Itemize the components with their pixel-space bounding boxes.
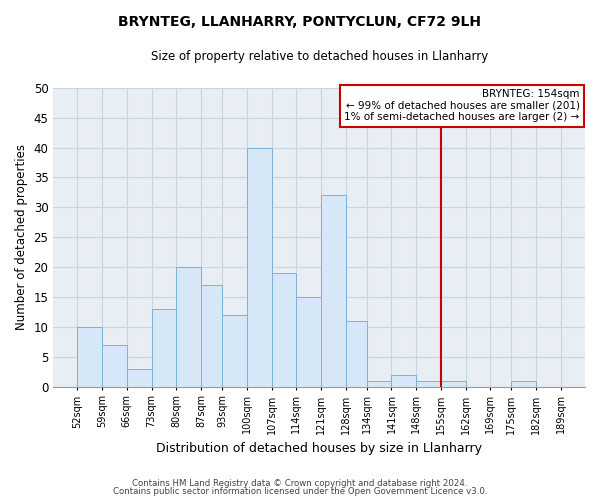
Bar (247, 148, 272, 386)
Bar (272, 273, 296, 386)
Bar (367, 380, 391, 386)
Bar (296, 297, 321, 386)
Y-axis label: Number of detached properties: Number of detached properties (15, 144, 28, 330)
Bar (77, 327, 102, 386)
Text: Contains HM Land Registry data © Crown copyright and database right 2024.: Contains HM Land Registry data © Crown c… (132, 478, 468, 488)
Bar (222, 315, 247, 386)
Text: BRYNTEG: 154sqm
← 99% of detached houses are smaller (201)
1% of semi-detached h: BRYNTEG: 154sqm ← 99% of detached houses… (344, 90, 580, 122)
Text: Contains public sector information licensed under the Open Government Licence v3: Contains public sector information licen… (113, 487, 487, 496)
Bar (416, 380, 441, 386)
Bar (391, 374, 416, 386)
Bar (511, 380, 536, 386)
Bar (321, 196, 346, 386)
Bar (176, 267, 201, 386)
Bar (152, 309, 176, 386)
Bar (201, 285, 222, 386)
Bar (346, 321, 367, 386)
Bar (102, 345, 127, 387)
Text: BRYNTEG, LLANHARRY, PONTYCLUN, CF72 9LH: BRYNTEG, LLANHARRY, PONTYCLUN, CF72 9LH (119, 15, 482, 29)
Bar (127, 368, 152, 386)
Bar (441, 380, 466, 386)
Title: Size of property relative to detached houses in Llanharry: Size of property relative to detached ho… (151, 50, 488, 63)
X-axis label: Distribution of detached houses by size in Llanharry: Distribution of detached houses by size … (156, 442, 482, 455)
